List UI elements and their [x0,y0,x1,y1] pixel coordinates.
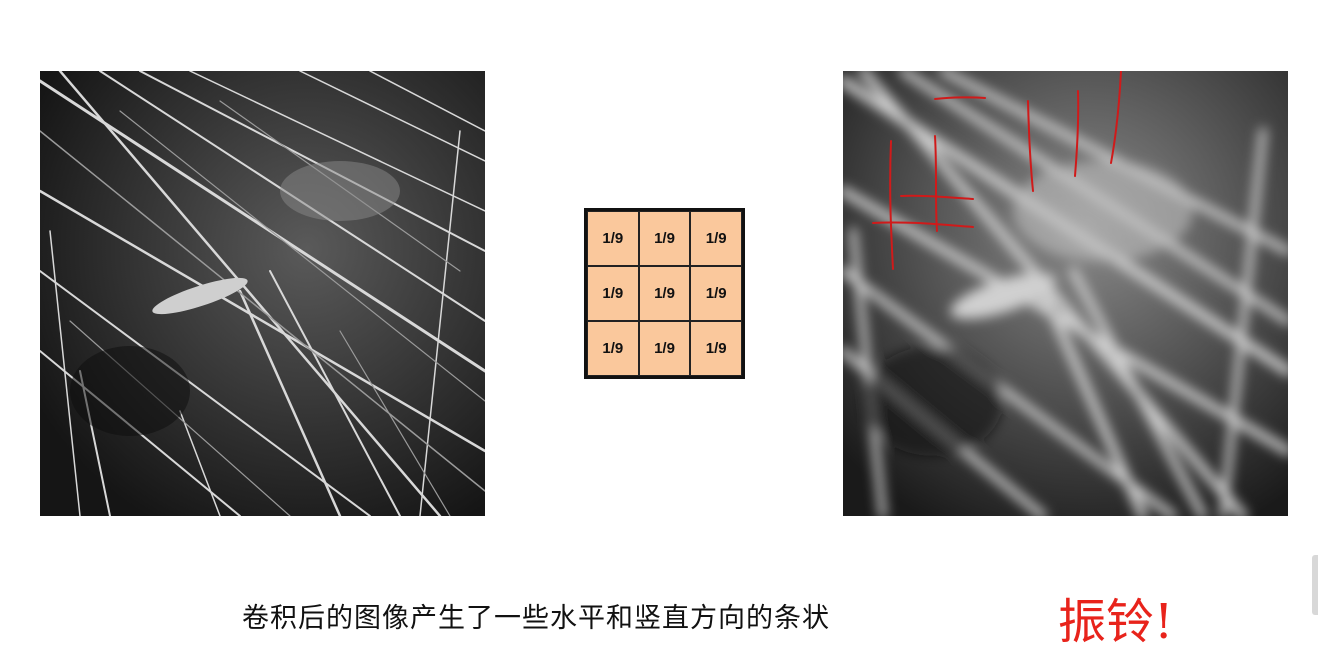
blurred-grass-image [843,71,1288,516]
ringing-annotation-marks [872,71,1122,270]
kernel-cell: 1/9 [690,321,742,376]
ringing-label: 振铃! [1058,594,1174,650]
kernel-cell: 1/9 [638,266,691,321]
averaging-kernel-3x3: 1/9 1/9 1/9 1/9 1/9 1/9 1/9 1/9 1/9 [584,208,745,379]
kernel-cell: 1/9 [690,266,742,321]
original-grass-graphic [40,71,485,516]
caption-text: 卷积后的图像产生了一些水平和竖直方向的条状 [242,603,830,634]
kernel-cell: 1/9 [638,321,691,376]
kernel-cell: 1/9 [587,321,639,376]
kernel-cell: 1/9 [587,266,639,321]
kernel-cell: 1/9 [638,211,691,266]
blurred-grass-graphic [843,71,1288,516]
original-grass-image [40,71,485,516]
kernel-cell: 1/9 [690,211,742,266]
scrollbar-edge[interactable] [1312,555,1318,615]
kernel-cell: 1/9 [587,211,639,266]
